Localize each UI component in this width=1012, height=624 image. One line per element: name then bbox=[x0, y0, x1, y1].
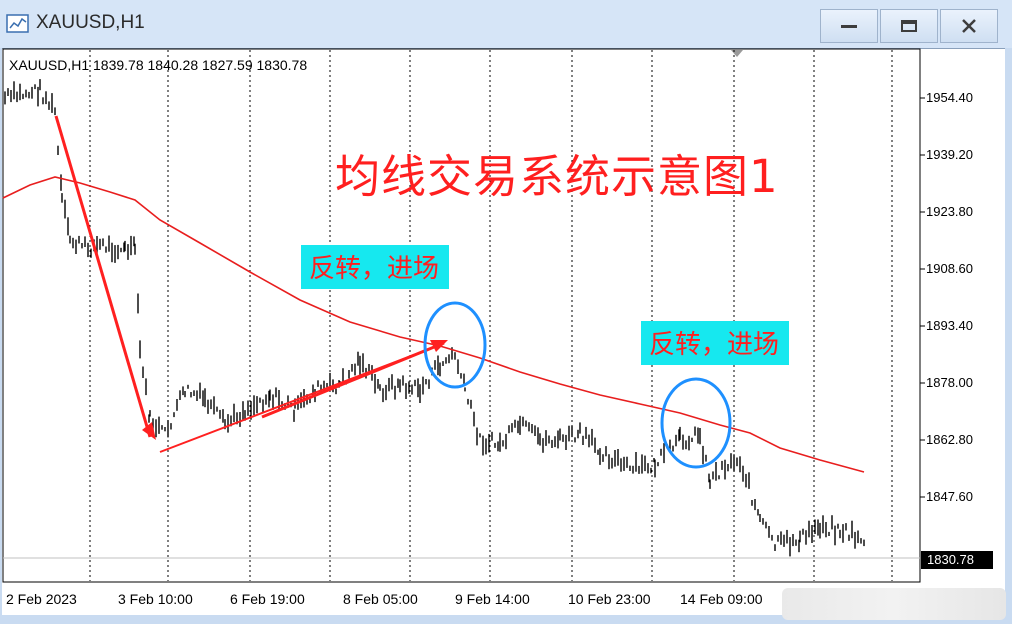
close-icon bbox=[962, 19, 976, 33]
last-price-badge: 1830.78 bbox=[921, 551, 993, 569]
time-label: 10 Feb 23:00 bbox=[568, 591, 651, 607]
time-label: 8 Feb 05:00 bbox=[343, 591, 418, 607]
title-bar[interactable]: XAUUSD,H1 bbox=[0, 0, 1012, 48]
uptrend-arrow bbox=[261, 341, 445, 419]
chart-shift-marker[interactable] bbox=[731, 50, 743, 57]
price-axis-ticks bbox=[920, 97, 925, 498]
time-label: 9 Feb 14:00 bbox=[455, 591, 530, 607]
chart-window-icon bbox=[6, 14, 29, 33]
close-button[interactable] bbox=[940, 9, 998, 43]
chart-canvas[interactable] bbox=[2, 48, 1005, 615]
uptrend-arrowhead bbox=[430, 340, 448, 352]
time-label: 3 Feb 10:00 bbox=[118, 591, 193, 607]
symbol-info: XAUUSD,H1 1839.78 1840.28 1827.59 1830.7… bbox=[9, 57, 308, 73]
price-label: 1878.00 bbox=[926, 375, 973, 390]
price-label: 1923.80 bbox=[926, 204, 973, 219]
price-label: 1862.80 bbox=[926, 432, 973, 447]
minimize-icon bbox=[841, 25, 857, 28]
price-label: 1847.60 bbox=[926, 489, 973, 504]
price-label: 1954.40 bbox=[926, 90, 973, 105]
grid-lines bbox=[89, 50, 893, 581]
entry-circle-2 bbox=[660, 377, 732, 469]
restore-button[interactable] bbox=[880, 9, 938, 43]
downtrend-arrow bbox=[54, 115, 152, 438]
restore-icon bbox=[901, 20, 917, 32]
price-label: 1908.60 bbox=[926, 261, 973, 276]
plot-frame bbox=[2, 48, 921, 583]
downtrend-arrowhead bbox=[142, 422, 156, 440]
time-label: 14 Feb 09:00 bbox=[680, 591, 763, 607]
blurred-watermark bbox=[782, 588, 1006, 620]
entry-note-1: 反转，进场 bbox=[301, 245, 450, 289]
minimize-button[interactable] bbox=[820, 9, 878, 43]
price-label: 1893.40 bbox=[926, 318, 973, 333]
price-label: 1939.20 bbox=[926, 147, 973, 162]
entry-circle-1 bbox=[423, 301, 487, 389]
moving-average-line bbox=[2, 176, 865, 473]
entry-note-2: 反转，进场 bbox=[641, 321, 790, 365]
window-title: XAUUSD,H1 bbox=[36, 12, 145, 33]
time-label: 2 Feb 2023 bbox=[6, 591, 77, 607]
chart-annotation-title: 均线交易系统示意图1 bbox=[335, 150, 779, 203]
time-label: 6 Feb 19:00 bbox=[230, 591, 305, 607]
